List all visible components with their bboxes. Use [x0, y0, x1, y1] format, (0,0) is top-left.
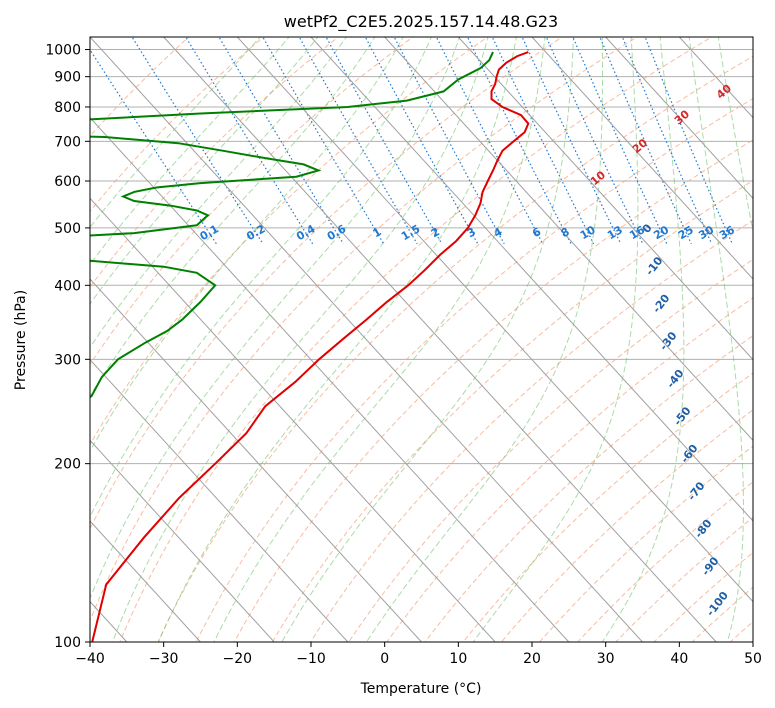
- moist-adiabat: [112, 37, 489, 642]
- isotherm--30: [163, 37, 717, 642]
- dry-adiabat: [233, 139, 753, 642]
- isotherm-0: [384, 37, 753, 442]
- x-tick-label: 30: [597, 651, 615, 667]
- x-tick-label: −30: [149, 651, 179, 667]
- y-tick-label: 400: [54, 278, 81, 294]
- x-tick-label: −40: [75, 651, 105, 667]
- profile-series: [90, 51, 530, 642]
- isotherm--60: [90, 197, 496, 642]
- y-tick-label: 500: [54, 221, 81, 237]
- isotherm--40: [90, 37, 643, 642]
- x-tick-label: −10: [296, 651, 326, 667]
- moist-adiabat: [90, 37, 461, 600]
- moist-adiabat: [90, 37, 290, 266]
- mixing-ratio-line-10: [491, 37, 595, 245]
- mixing-ratio-line-2: [325, 37, 443, 245]
- x-axis: −40 −30 −20 −10 0 10 20 30 40 50: [75, 642, 762, 667]
- dry-adiabat: [424, 335, 753, 642]
- isotherm-20: [531, 37, 753, 280]
- x-tick-label: −20: [223, 651, 253, 667]
- isotherm-30: [605, 37, 753, 200]
- dry-adiabat: [310, 219, 753, 642]
- y-axis: 1000 900 800 700 600 500 400 300 200 100: [45, 43, 90, 651]
- mixing-ratio-line-13: [521, 37, 622, 245]
- moist-adiabat: [90, 37, 432, 518]
- moist-adiabat: [601, 37, 685, 642]
- dry-adiabat: [538, 445, 753, 642]
- mixing-ratio-line-1: [262, 37, 385, 245]
- x-tick-label: 10: [449, 651, 467, 667]
- y-tick-label: 700: [54, 134, 81, 150]
- plot-frame: [89, 36, 754, 643]
- x-tick-label: 20: [523, 651, 541, 667]
- dry-adiabat: [119, 37, 713, 642]
- dry-adiabat: [577, 481, 753, 642]
- dry-adiabat: [271, 179, 753, 642]
- y-tick-label: 800: [54, 100, 81, 116]
- y-tick-label: 200: [54, 457, 81, 473]
- y-tick-label: 300: [54, 352, 81, 368]
- x-axis-title: Temperature (°C): [360, 681, 482, 697]
- dry-adiabat: [90, 37, 564, 530]
- isotherm--10: [310, 37, 753, 522]
- dry-adiabat: [462, 372, 753, 642]
- temperature-line: [91, 51, 530, 642]
- dry-adiabat: [90, 37, 414, 366]
- x-tick-label: 40: [670, 651, 688, 667]
- moist-adiabat: [90, 37, 404, 453]
- mixing-ratio-line-3: [364, 37, 479, 245]
- isotherm--70: [90, 278, 422, 642]
- isotherm--20: [236, 37, 753, 603]
- dry-adiabat: [90, 37, 489, 446]
- mixing-ratio-line-0.6: [218, 37, 344, 245]
- mixing-ratio-line-8: [466, 37, 572, 245]
- moist-adiabat: [213, 37, 546, 642]
- mixing-ratio-lines: [90, 37, 733, 245]
- mixing-ratio-line-0.4: [185, 37, 314, 245]
- moist-adiabat: [472, 37, 639, 642]
- y-tick-label: 1000: [45, 43, 81, 59]
- y-tick-label: 100: [54, 635, 81, 651]
- moist-adiabat: [688, 37, 744, 642]
- moist-adiabat: [90, 37, 261, 229]
- isotherm--80: [90, 358, 349, 642]
- mixing-ratio-line-16: [545, 37, 644, 245]
- moist-adiabat: [281, 37, 575, 642]
- dry-adiabat: [195, 97, 753, 642]
- dry-adiabat: [500, 409, 753, 642]
- dry-adiabat: [348, 258, 753, 642]
- isotherm--100: [90, 520, 201, 642]
- dry-adiabat: [90, 37, 638, 622]
- x-tick-label: 0: [380, 651, 389, 667]
- y-tick-label: 900: [54, 70, 81, 86]
- isotherm-10: [457, 37, 753, 361]
- dry-adiabat: [386, 297, 753, 642]
- isotherm--90: [90, 439, 275, 642]
- chart-title: wetPf2_C2E5.2025.157.14.48.G23: [284, 12, 558, 32]
- moist-adiabat: [158, 37, 518, 642]
- y-axis-title: Pressure (hPa): [13, 290, 29, 390]
- mixing-ratio-line-1.5: [298, 37, 418, 245]
- y-tick-label: 600: [54, 174, 81, 190]
- x-tick-label: 50: [744, 651, 762, 667]
- moist-adiabat: [90, 37, 347, 349]
- dewpoint-line: [90, 51, 494, 399]
- mixing-ratio-line-6: [435, 37, 544, 245]
